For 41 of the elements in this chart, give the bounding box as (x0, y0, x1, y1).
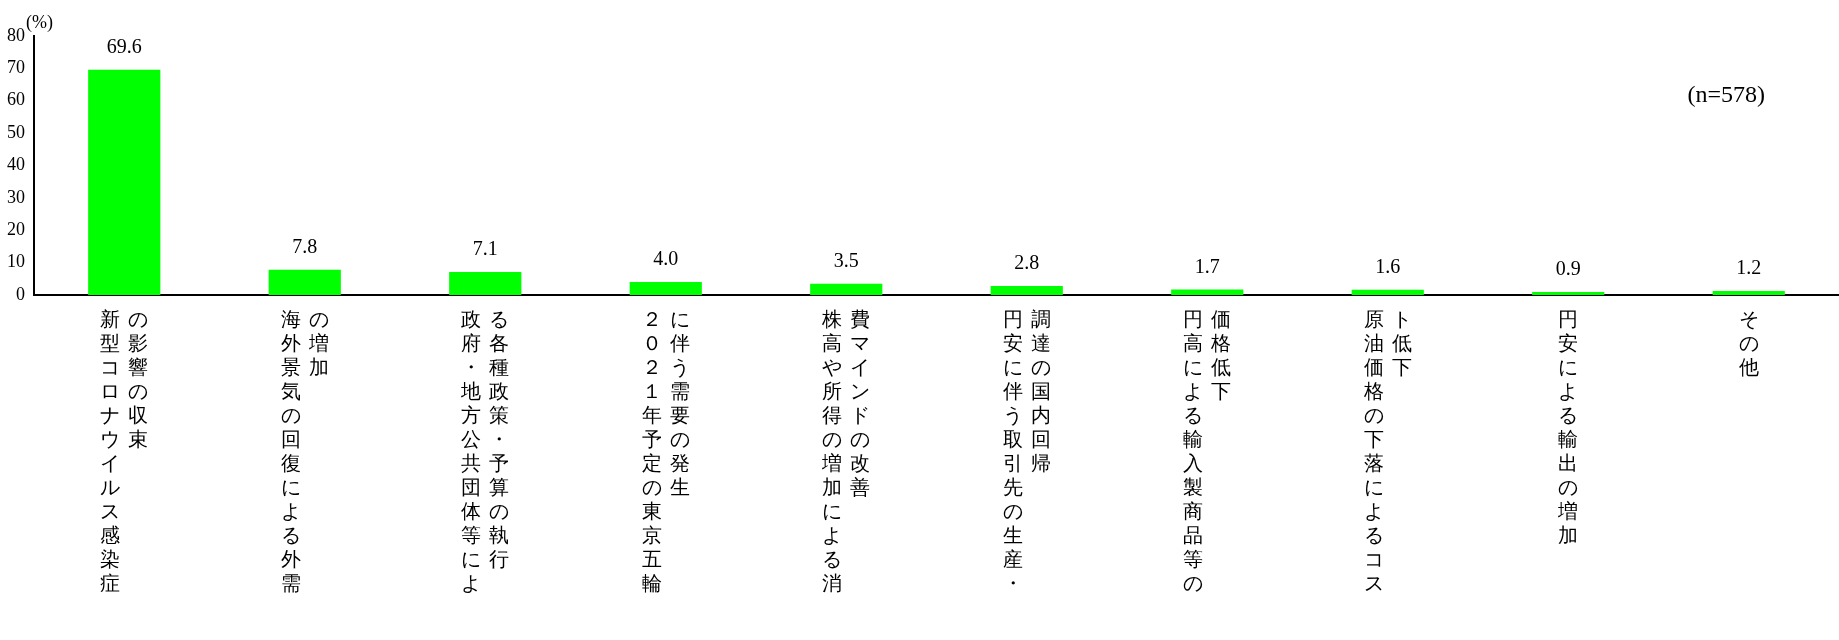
data-label: 7.8 (292, 235, 318, 257)
x-tick-label: その他 (1737, 307, 1760, 380)
bar (990, 285, 1063, 295)
data-label: 4.0 (653, 247, 679, 270)
y-tick-label: 40 (7, 154, 25, 175)
y-tick-label: 10 (7, 251, 25, 272)
y-tick-label: 0 (16, 283, 25, 304)
annotation: (n=578) (1687, 81, 1765, 108)
bar (268, 269, 341, 295)
bar (810, 283, 883, 295)
y-tick-label: 50 (7, 121, 25, 142)
category-label: ２０２１年予定の東京五輪に伴う需要の発生 (641, 308, 690, 594)
category-label: 海外景気の回復による外需の増加 (280, 308, 329, 594)
category-label: 原油価格の下落によるコスト低下 (1363, 308, 1412, 594)
y-tick-label: 70 (7, 57, 25, 78)
y-axis-title: (%) (26, 11, 53, 33)
data-label: 3.5 (833, 248, 859, 271)
data-label: 1.7 (1194, 254, 1220, 277)
bar (88, 69, 161, 295)
bar (449, 272, 522, 295)
y-tick-label: 30 (7, 186, 25, 207)
data-label: 1.2 (1736, 256, 1762, 279)
bar (629, 282, 702, 295)
data-label: 0.9 (1555, 257, 1581, 280)
bar (1171, 289, 1244, 295)
data-label: 69.6 (106, 34, 142, 57)
y-tick-label: 80 (7, 24, 25, 45)
bar (1351, 289, 1424, 295)
data-label: 1.6 (1375, 255, 1401, 278)
bar (1712, 291, 1785, 295)
y-tick-label: 60 (7, 89, 25, 110)
category-label: 円安に伴う取引先の生産・調達の国内回帰 (1002, 308, 1051, 594)
data-label: 2.8 (1014, 251, 1040, 274)
category-label: 円安による輸出の増加 (1558, 308, 1579, 546)
category-label: 円高による輸入製商品等の価格低下 (1183, 308, 1232, 594)
y-tick-label: 20 (7, 218, 25, 239)
bar (1532, 292, 1605, 295)
category-label: 株高や所得の増加による消費マインドの改善 (822, 308, 871, 594)
category-label: 新型コロナウイルス感染症の影響の収束 (100, 308, 149, 594)
category-label: 政府・地方公共団体等による各種政策・予算の執行 (461, 308, 510, 594)
data-label: 7.1 (472, 237, 498, 260)
